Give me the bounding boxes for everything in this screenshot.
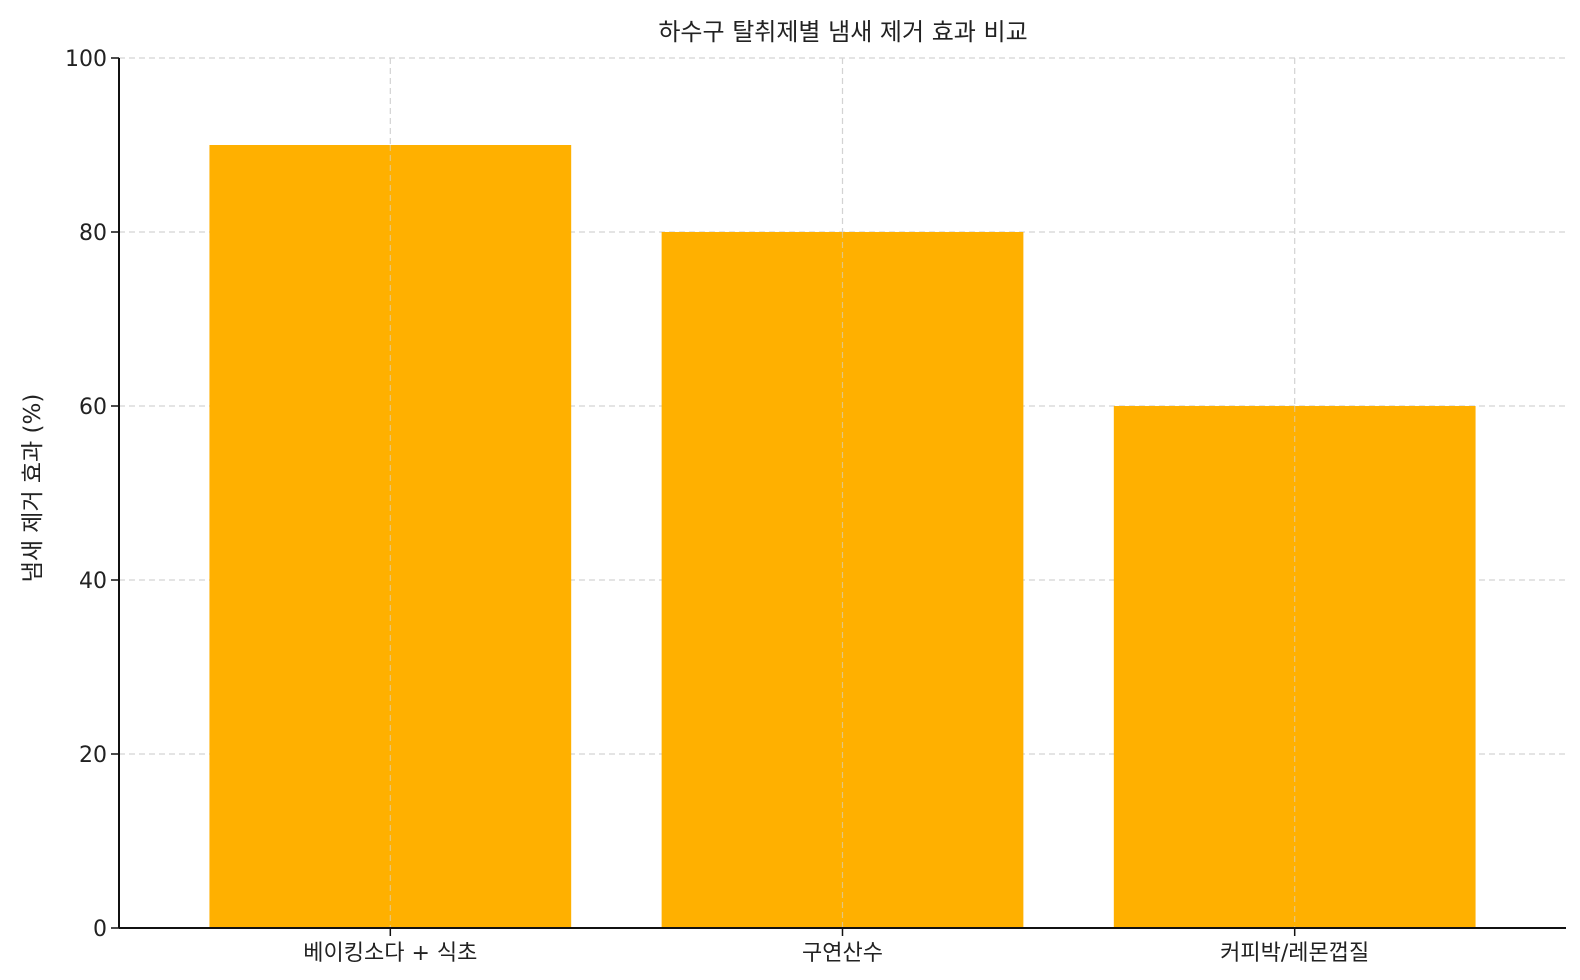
y-ticks: 0 20 40 60 80 100 bbox=[65, 47, 119, 942]
y-tick-label: 40 bbox=[79, 569, 107, 594]
y-tick-label: 60 bbox=[79, 395, 107, 420]
x-tick-label: 구연산수 bbox=[802, 941, 883, 966]
y-axis-label: 냄새 제거 효과 (%) bbox=[20, 394, 46, 583]
chart-title: 하수구 탈취제별 냄새 제거 효과 비교 bbox=[658, 18, 1027, 46]
x-tick-label: 커피박/레몬껍질 bbox=[1220, 941, 1369, 966]
y-tick-label: 80 bbox=[79, 221, 107, 246]
x-ticks: 베이킹소다 + 식초 구연산수 커피박/레몬껍질 bbox=[303, 928, 1369, 966]
y-tick-label: 100 bbox=[65, 47, 107, 72]
y-tick-label: 20 bbox=[79, 743, 107, 768]
y-tick-label: 0 bbox=[93, 917, 107, 942]
x-tick-label: 베이킹소다 + 식초 bbox=[303, 941, 477, 966]
